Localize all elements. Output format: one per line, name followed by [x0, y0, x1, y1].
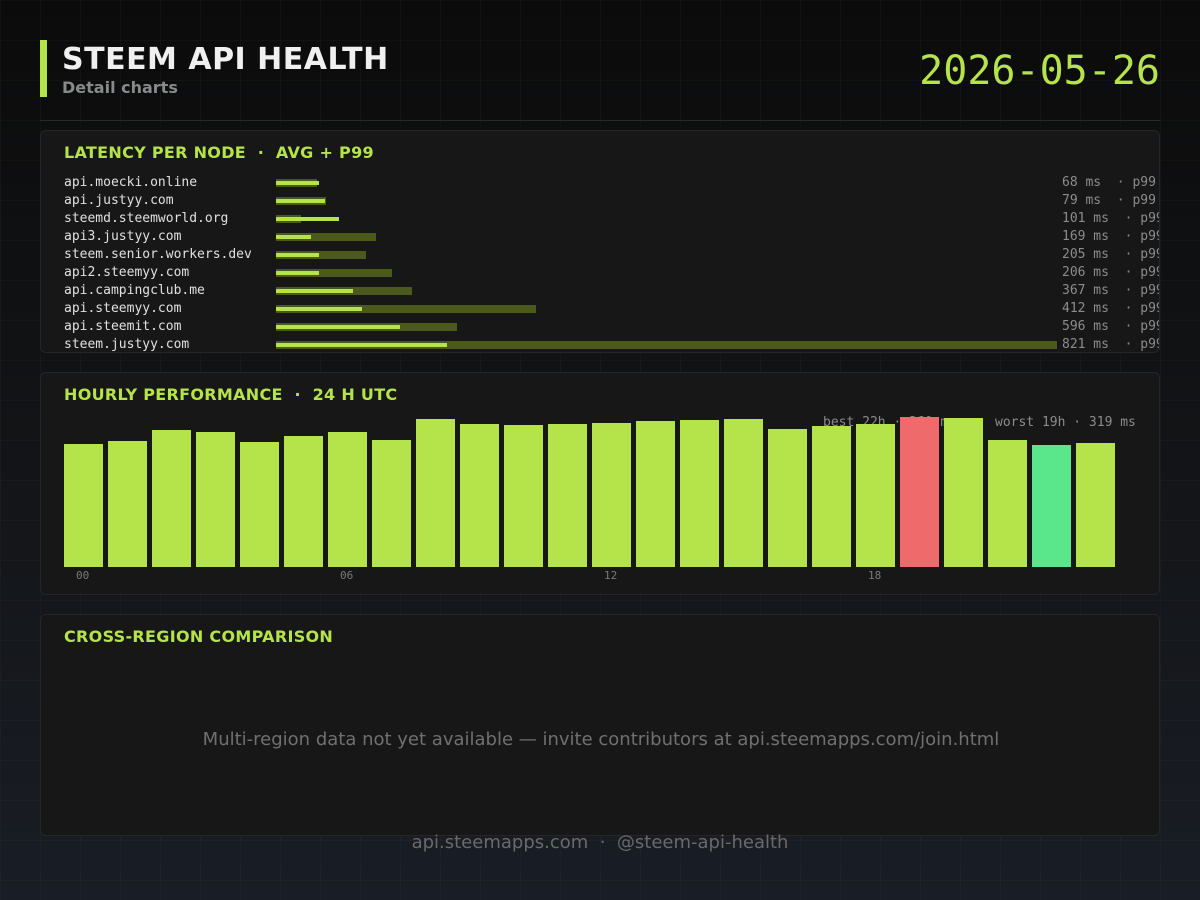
cross-region-panel: CROSS-REGION COMPARISON Multi-region dat…	[40, 614, 1160, 836]
hourly-bar	[856, 423, 895, 567]
latency-value-label: 206 ms · p99 555	[1062, 265, 1159, 280]
latency-avg-bar	[276, 271, 319, 275]
latency-p99-bar	[276, 269, 392, 277]
latency-avg-bar	[276, 343, 448, 347]
latency-row: api.campingclub.me 367 ms · p99 653	[41, 283, 1159, 301]
hourly-bar	[548, 423, 587, 567]
hourly-bar	[812, 425, 851, 567]
hourly-bar	[724, 419, 763, 567]
hourly-tick-label: 12	[604, 569, 618, 582]
hourly-bar	[372, 440, 411, 567]
latency-row: api.justyy.com 79 ms · p99 239	[41, 193, 1159, 211]
latency-node-label: api.steemit.com	[64, 319, 182, 334]
hourly-bar	[196, 431, 235, 567]
latency-avg-bar	[276, 289, 353, 293]
latency-p99-bar	[276, 341, 1057, 349]
hourly-bar	[108, 440, 147, 567]
latency-node-label: api.justyy.com	[64, 193, 174, 208]
hourly-bar	[680, 419, 719, 567]
latency-value-label: 596 ms · p99 865	[1062, 319, 1159, 334]
latency-row: steem.senior.workers.dev 205 ms · p99 430	[41, 247, 1159, 265]
latency-value-label: 68 ms · p99 197	[1062, 175, 1156, 190]
hourly-bar	[416, 419, 455, 567]
footer: api.steemapps.com · @steem-api-health	[411, 832, 789, 853]
latency-p99-bar	[276, 251, 366, 259]
hourly-bar	[768, 428, 807, 567]
latency-p99-bar	[276, 233, 377, 241]
latency-row: api.steemyy.com 412 ms · p99 1248	[41, 301, 1159, 319]
latency-value-label: 169 ms · p99 480	[1062, 229, 1159, 244]
latency-node-label: api3.justyy.com	[64, 229, 182, 244]
report-date: 2026-05-26	[919, 48, 1160, 94]
hourly-bar	[328, 432, 367, 567]
hourly-tick-label: 00	[76, 569, 90, 582]
hourly-bar	[1076, 443, 1115, 567]
page-subtitle: Detail charts	[62, 78, 178, 97]
hourly-bar	[504, 424, 543, 567]
hourly-tick-label: 18	[868, 569, 882, 582]
latency-row: steemd.steemworld.org 101 ms · p99 119	[41, 211, 1159, 229]
title-accent-bar	[40, 40, 47, 97]
hourly-bar	[944, 418, 983, 567]
cross-region-panel-title: CROSS-REGION COMPARISON	[64, 627, 334, 646]
latency-avg-bar	[276, 181, 319, 185]
latency-row: api2.steemyy.com 206 ms · p99 555	[41, 265, 1159, 283]
hourly-bar	[592, 423, 631, 567]
latency-row: api.moecki.online 68 ms · p99 197	[41, 175, 1159, 193]
latency-node-label: steemd.steemworld.org	[64, 211, 229, 226]
latency-avg-bar	[276, 235, 312, 239]
latency-avg-bar	[276, 325, 401, 329]
latency-node-label: steem.justyy.com	[64, 337, 190, 352]
latency-p99-bar	[276, 305, 537, 313]
latency-node-label: api.steemyy.com	[64, 301, 182, 316]
latency-value-label: 821 ms · p99 3742	[1062, 337, 1159, 352]
cross-region-placeholder: Multi-region data not yet available — in…	[202, 729, 1000, 750]
latency-node-label: api.campingclub.me	[64, 283, 205, 298]
hourly-bar	[1032, 445, 1071, 567]
latency-value-label: 367 ms · p99 653	[1062, 283, 1159, 298]
latency-value-label: 79 ms · p99 239	[1062, 193, 1156, 208]
latency-avg-bar	[276, 199, 326, 203]
hourly-bar	[900, 417, 939, 567]
latency-value-label: 412 ms · p99 1248	[1062, 301, 1159, 316]
hourly-panel: HOURLY PERFORMANCE · 24 H UTC best 22h ·…	[40, 372, 1160, 595]
latency-panel: LATENCY PER NODE · AVG + P99 api.moecki.…	[40, 130, 1160, 353]
latency-row: api3.justyy.com 169 ms · p99 480	[41, 229, 1159, 247]
hourly-bar	[152, 430, 191, 567]
latency-row: steem.justyy.com 821 ms · p99 3742	[41, 337, 1159, 352]
latency-node-label: api2.steemyy.com	[64, 265, 190, 280]
hourly-bar	[284, 436, 323, 567]
hourly-panel-title: HOURLY PERFORMANCE · 24 H UTC	[64, 385, 398, 404]
page-title: STEEM API HEALTH	[62, 42, 389, 77]
latency-avg-bar	[276, 253, 319, 257]
hourly-bar	[460, 423, 499, 567]
latency-node-label: api.moecki.online	[64, 175, 198, 190]
hourly-tick-label: 06	[340, 569, 354, 582]
hourly-bar	[240, 442, 279, 567]
latency-row: api.steemit.com 596 ms · p99 865	[41, 319, 1159, 337]
latency-avg-bar	[276, 307, 362, 311]
hourly-bar	[64, 443, 103, 567]
hourly-bar	[988, 439, 1027, 567]
header-divider	[40, 120, 1160, 121]
latency-value-label: 101 ms · p99 119	[1062, 211, 1159, 226]
hourly-bar	[636, 421, 675, 567]
latency-node-label: steem.senior.workers.dev	[64, 247, 252, 262]
worst-hour-note: worst 19h · 319 ms	[995, 415, 1136, 430]
latency-avg-bar	[276, 217, 340, 221]
latency-panel-title: LATENCY PER NODE · AVG + P99	[64, 143, 374, 162]
latency-value-label: 205 ms · p99 430	[1062, 247, 1159, 262]
